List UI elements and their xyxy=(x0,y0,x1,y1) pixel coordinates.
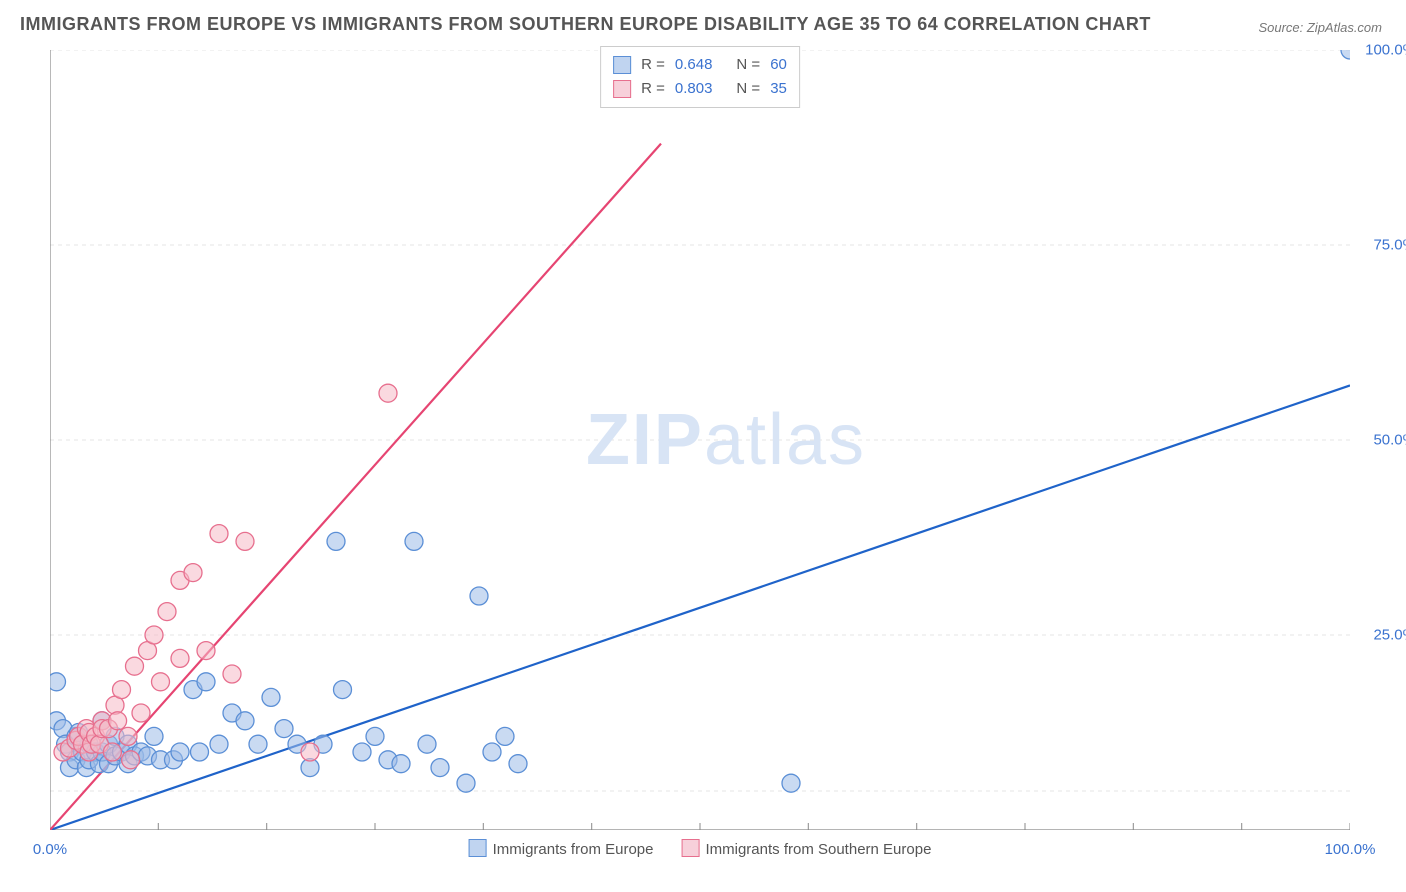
legend-label: Immigrants from Europe xyxy=(493,841,654,858)
plot-area: ZIPatlas R = 0.648N = 60R = 0.803N = 35 … xyxy=(50,50,1350,830)
stats-legend-box: R = 0.648 N = 60 R = 0.803 N = 35 xyxy=(600,46,800,108)
stat-r-value: 0.648 xyxy=(675,53,713,77)
stat-n-label: N = xyxy=(736,77,760,101)
y-tick-label: 75.0% xyxy=(1373,237,1406,254)
bottom-legend: Immigrants from Europe Immigrants from So… xyxy=(469,839,932,858)
legend-label: Immigrants from Southern Europe xyxy=(705,841,931,858)
legend-swatch-icon xyxy=(613,80,631,98)
legend-swatch-icon xyxy=(681,839,699,857)
legend-swatch-icon xyxy=(469,839,487,857)
legend-swatch-icon xyxy=(613,56,631,74)
x-tick-label: 100.0% xyxy=(1325,841,1376,858)
y-tick-label: 25.0% xyxy=(1373,627,1406,644)
source-attribution: Source: ZipAtlas.com xyxy=(1258,20,1382,35)
chart-svg xyxy=(50,50,1350,830)
source-value: ZipAtlas.com xyxy=(1307,20,1382,35)
legend-item: Immigrants from Europe xyxy=(469,839,654,858)
stat-n-value: 35 xyxy=(770,77,787,101)
x-tick-label: 0.0% xyxy=(33,841,67,858)
y-tick-label: 100.0% xyxy=(1365,42,1406,59)
stat-n-label: N = xyxy=(736,53,760,77)
stat-r-label: R = xyxy=(641,77,665,101)
stat-r-value: 0.803 xyxy=(675,77,713,101)
stats-row: R = 0.803 N = 35 xyxy=(613,77,787,101)
stats-row: R = 0.648 N = 60 xyxy=(613,53,787,77)
legend-item: Immigrants from Southern Europe xyxy=(681,839,931,858)
source-label: Source: xyxy=(1258,20,1306,35)
chart-title: IMMIGRANTS FROM EUROPE VS IMMIGRANTS FRO… xyxy=(20,14,1151,35)
stat-r-label: R = xyxy=(641,53,665,77)
stat-n-value: 60 xyxy=(770,53,787,77)
y-tick-label: 50.0% xyxy=(1373,432,1406,449)
